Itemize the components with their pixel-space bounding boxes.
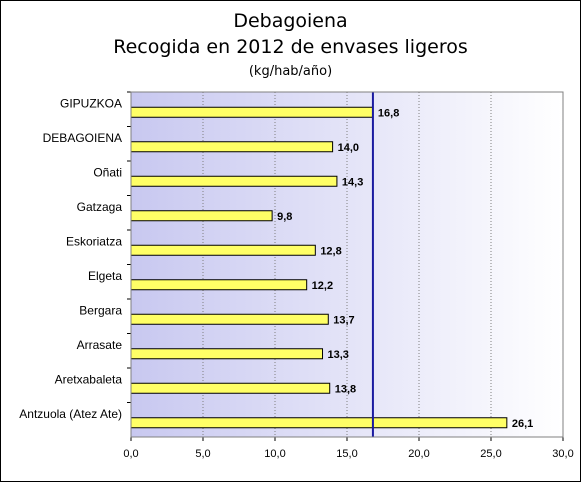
x-tick-label: 5,0	[195, 448, 210, 460]
category-label: DEBAGOIENA	[43, 131, 122, 145]
category-label: Eskoriatza	[66, 234, 122, 248]
chart-unit: (kg/hab/año)	[248, 64, 333, 79]
x-tick-label: 10,0	[264, 448, 285, 460]
x-tick-label: 0,0	[123, 448, 138, 460]
x-tick-label: 15,0	[336, 448, 357, 460]
x-tick-label: 20,0	[408, 448, 429, 460]
bar	[130, 279, 308, 291]
category-label: Oñati	[93, 165, 122, 179]
value-label: 12,8	[320, 245, 341, 257]
value-label: 13,8	[335, 383, 356, 395]
bar	[130, 313, 329, 325]
bar	[130, 175, 338, 187]
value-label: 13,3	[328, 349, 349, 361]
category-label: Elgeta	[88, 269, 122, 283]
category-label: Arrasate	[77, 338, 123, 352]
value-label: 16,8	[378, 107, 399, 119]
bar	[130, 244, 316, 256]
value-label: 12,2	[312, 280, 333, 292]
category-label: GIPUZKOA	[60, 96, 122, 110]
value-label: 14,3	[342, 176, 363, 188]
value-label: 14,0	[338, 142, 359, 154]
x-tick-label: 30,0	[552, 448, 573, 460]
chart-subtitle: Recogida en 2012 de envases ligeros	[113, 36, 468, 58]
x-tick-label: 25,0	[480, 448, 501, 460]
category-label: Antzuola (Atez Ate)	[19, 407, 122, 421]
plot-border	[130, 91, 564, 438]
bars	[130, 106, 508, 429]
bar	[130, 382, 331, 394]
value-label: 26,1	[512, 418, 533, 430]
labels: 0,0 5,0 10,0 15,0 20,0 25,0 30,0 GIPUZKOA 16,8 DE…	[19, 96, 573, 460]
category-label: Gatzaga	[77, 200, 123, 214]
axes	[127, 91, 564, 441]
category-label: Bergara	[79, 303, 122, 317]
chart-title: Debagoiena	[233, 10, 348, 32]
category-label: Aretxabaleta	[55, 372, 123, 386]
bar	[130, 106, 374, 118]
bar	[130, 348, 324, 360]
bar	[130, 210, 273, 222]
bar	[130, 141, 334, 153]
value-label: 9,8	[277, 211, 292, 223]
bar	[130, 417, 508, 429]
value-label: 13,7	[333, 314, 354, 326]
